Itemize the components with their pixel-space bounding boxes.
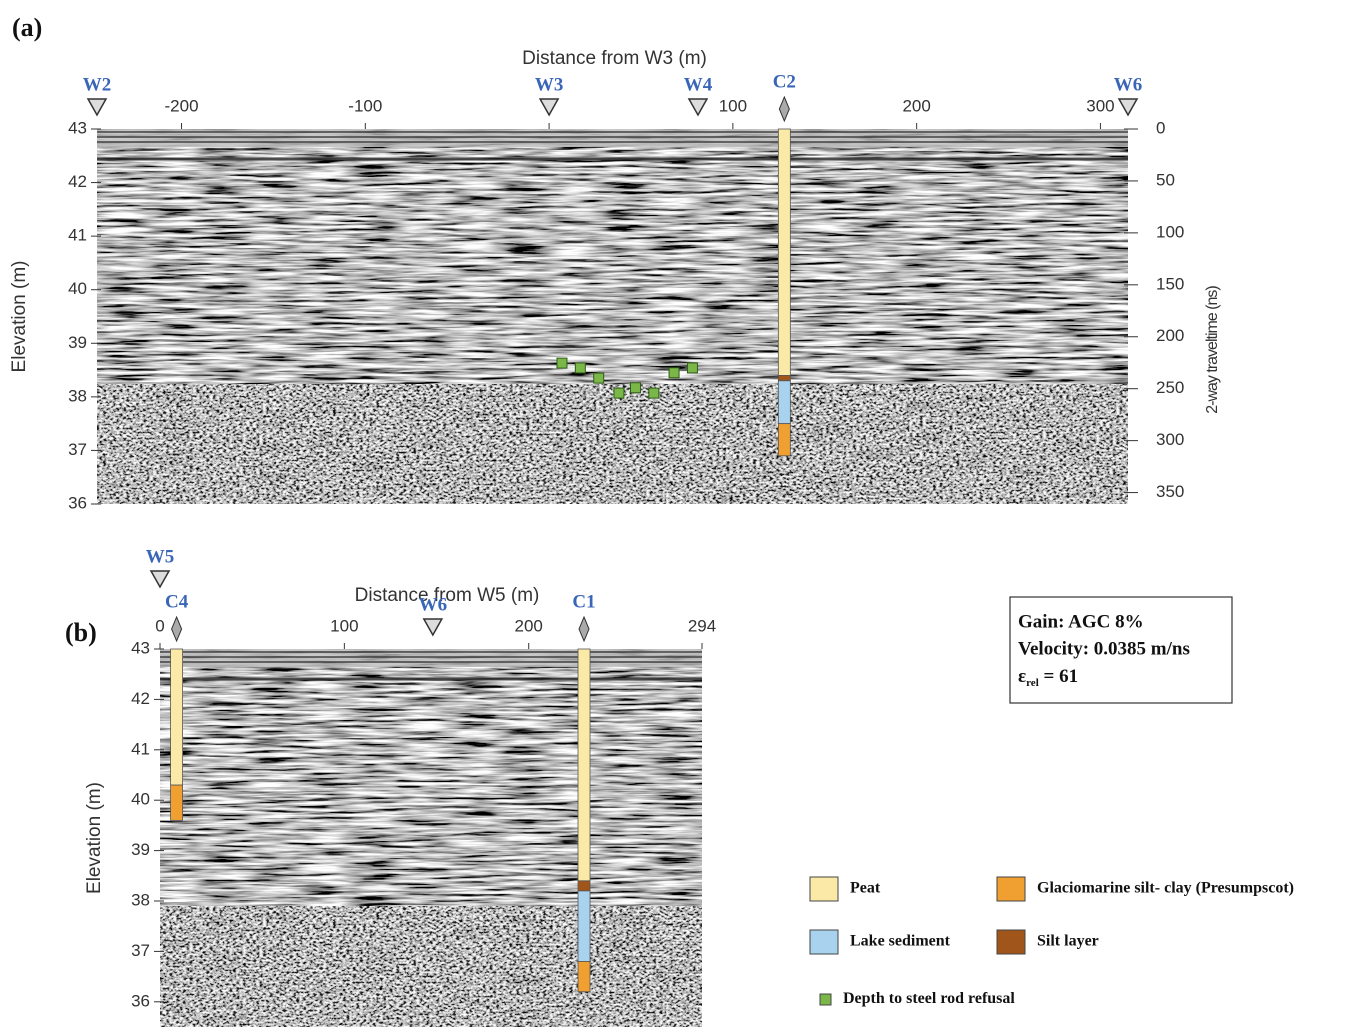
y2-tick-label: 0 [1156, 118, 1165, 137]
legend-label: Peat [850, 880, 881, 897]
y-axis-label: Elevation (m) [9, 261, 30, 373]
core-marker [779, 97, 789, 121]
info-line: Gain: AGC 8% [1018, 611, 1144, 632]
y-tick-label: 39 [68, 333, 87, 352]
x-tick-label: 0 [155, 616, 164, 635]
x-tick-label: -200 [165, 96, 199, 115]
info-box: Gain: AGC 8% Velocity: 0.0385 m/ns εrel … [1010, 597, 1232, 703]
y2-tick-label: 250 [1156, 378, 1184, 397]
y-tick-label: 38 [131, 890, 150, 909]
well-marker [540, 99, 558, 115]
core-marker [172, 617, 182, 641]
legend-label: Depth to steel rod refusal [843, 990, 1015, 1007]
refusal-point [614, 388, 624, 398]
core-layer [171, 785, 183, 820]
refusal-point [687, 363, 697, 373]
y-tick-label: 37 [68, 440, 87, 459]
y2-tick-label: 300 [1156, 430, 1184, 449]
y-tick-label: 40 [131, 790, 150, 809]
refusal-point [557, 358, 567, 368]
info-line: Velocity: 0.0385 m/ns [1018, 638, 1190, 659]
well-label: W3 [535, 74, 564, 95]
legend-label: Lake sediment [850, 933, 951, 950]
x-tick-label: 200 [902, 96, 930, 115]
well-marker [1119, 99, 1137, 115]
x-axis-label: Distance from W3 (m) [522, 48, 707, 69]
radargram-deep [160, 906, 702, 1027]
well-marker [88, 99, 106, 115]
legend-swatch [810, 877, 838, 901]
well-marker [424, 619, 442, 635]
core-marker [579, 617, 589, 641]
x-tick-label: 200 [515, 616, 543, 635]
refusal-point [669, 368, 679, 378]
core-layer [171, 649, 183, 785]
y-axis-label: Elevation (m) [84, 782, 105, 894]
y-tick-label: 42 [131, 689, 150, 708]
y-tick-label: 36 [68, 493, 87, 512]
refusal-point [575, 363, 585, 373]
legend-swatch [997, 877, 1025, 901]
y-tick-label: 38 [68, 386, 87, 405]
well-label: W6 [419, 594, 448, 615]
y-tick-label: 36 [131, 991, 150, 1010]
y2-tick-label: 100 [1156, 222, 1184, 241]
subscript: rel [1026, 677, 1039, 689]
x-tick-label: 100 [719, 96, 747, 115]
legend-swatch [810, 930, 838, 954]
well-marker [151, 571, 169, 587]
y-tick-label: 43 [131, 638, 150, 657]
core-layer [578, 649, 590, 881]
well-label: W2 [83, 74, 112, 95]
legend-swatch [997, 930, 1025, 954]
core-layer [578, 881, 590, 891]
legend-label: Silt layer [1037, 933, 1099, 950]
legend-swatch [820, 994, 831, 1005]
panel-label: (b) [65, 618, 97, 647]
well-label: W4 [684, 74, 713, 95]
well-label: W6 [1114, 74, 1143, 95]
well-marker [689, 99, 707, 115]
y-tick-label: 41 [68, 226, 87, 245]
y2-tick-label: 200 [1156, 326, 1184, 345]
x-tick-label: -100 [348, 96, 382, 115]
core-layer [778, 381, 790, 424]
figure: Gain: AGC 8% Velocity: 0.0385 m/ns εrel … [0, 0, 1347, 1030]
core-layer [578, 961, 590, 991]
info-text: = 61 [1039, 666, 1078, 687]
symbol: ε [1018, 666, 1026, 687]
core-label: C1 [572, 591, 595, 612]
refusal-point [594, 373, 604, 383]
core-layer [778, 129, 790, 375]
well-label: W5 [146, 546, 175, 567]
y-tick-label: 40 [68, 279, 87, 298]
y2-tick-label: 350 [1156, 482, 1184, 501]
refusal-point [630, 383, 640, 393]
radargram-deep [97, 384, 1128, 504]
x-tick-label: 100 [330, 616, 358, 635]
y-tick-label: 41 [131, 739, 150, 758]
legend-label: Glaciomarine silt- clay (Presumpscot) [1037, 880, 1294, 897]
y2-tick-label: 150 [1156, 274, 1184, 293]
y-tick-label: 43 [68, 118, 87, 137]
y2-tick-label: 50 [1156, 170, 1175, 189]
y2-axis-label: 2-way traveltime (ns) [1204, 286, 1221, 414]
core-layer [778, 424, 790, 456]
x-tick-label: 300 [1086, 96, 1114, 115]
y-tick-label: 42 [68, 172, 87, 191]
core-layer [578, 891, 590, 962]
core-layer [778, 375, 790, 380]
y-tick-label: 37 [131, 941, 150, 960]
core-label: C2 [773, 71, 796, 92]
core-label: C4 [165, 591, 189, 612]
x-tick-label: 294 [688, 616, 716, 635]
y-tick-label: 39 [131, 840, 150, 859]
panel-label: (a) [12, 13, 42, 42]
refusal-point [649, 388, 659, 398]
